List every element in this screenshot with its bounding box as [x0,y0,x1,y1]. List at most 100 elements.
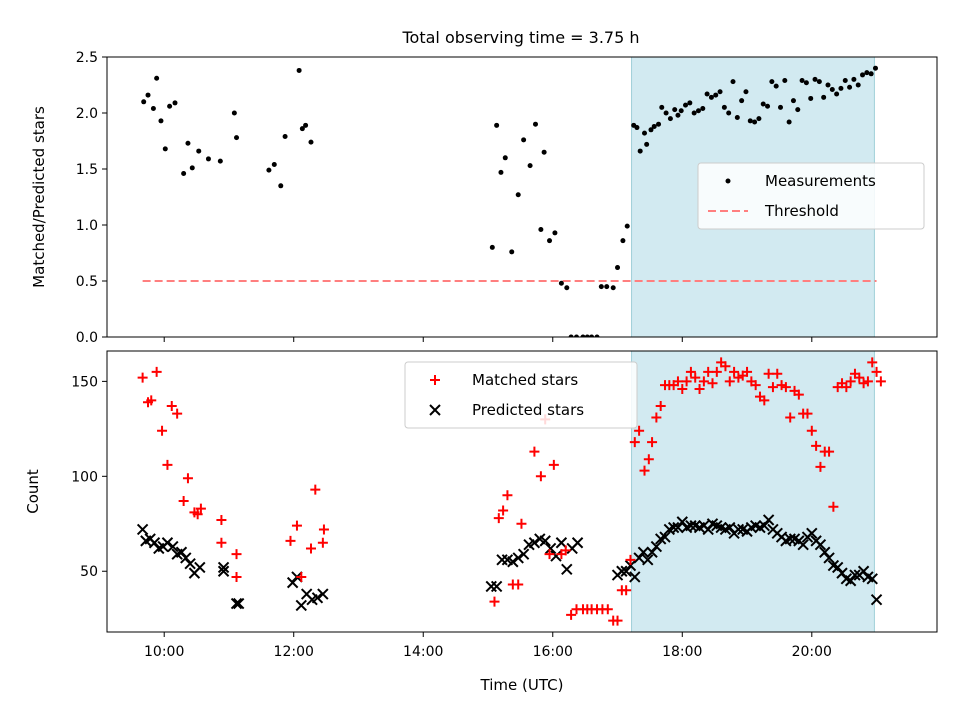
matched-marker [720,361,731,372]
y-tick-label: 50 [80,564,98,580]
measurement-point [489,244,495,250]
matched-marker [216,537,227,548]
matched-marker [854,372,865,383]
predicted-marker [217,561,230,574]
measurement-point [598,284,604,290]
measurement-point [855,82,861,88]
measurement-point [637,148,643,154]
measurement-point [834,91,840,97]
measurement-point [308,139,314,145]
measurement-point [872,65,878,71]
matched-marker [698,376,709,387]
y-axis-label: Count [24,469,42,514]
predicted-marker [317,588,329,600]
measurement-point [760,101,766,107]
predicted-marker [849,569,861,581]
measurement-point [786,119,792,125]
predicted-marker [667,521,680,534]
measurement-point [675,112,681,118]
y-tick-label: 100 [71,469,98,485]
matched-marker [811,440,822,451]
measurement-point [172,100,178,106]
measurement-point [644,141,650,147]
x-tick-label: 14:00 [403,644,443,660]
measurement-point [547,238,553,244]
measurement-point [851,76,857,82]
predicted-marker [659,531,671,543]
legend-threshold-label: Threshold [764,202,839,220]
measurement-point [185,140,191,146]
measurement-point [167,103,173,109]
measurement-point [604,284,610,290]
predicted-marker [685,519,697,532]
measurement-point [150,106,156,112]
chart-title: Total observing time = 3.75 h [401,28,639,47]
measurement-point [812,76,818,82]
measurement-point [568,334,574,337]
predicted-marker [650,540,663,553]
predicted-marker [732,523,745,536]
matched-marker [647,437,658,448]
matched-marker [317,537,328,548]
x-tick-label: 18:00 [662,644,702,660]
matched-marker [231,571,242,582]
legend-box [404,361,638,429]
y-tick-label: 1.5 [76,162,98,178]
legend-measurements-label: Measurements [765,172,876,190]
legend-matched-label: Matched stars [472,371,578,389]
predicted-marker [496,554,508,566]
predicted-marker [629,571,641,583]
predicted-marker [823,552,835,564]
plot-area [141,65,878,337]
matched-marker [828,501,839,512]
measurement-point [515,192,521,198]
measurement-point [145,92,151,98]
matched-marker [802,408,813,419]
matched-marker [548,459,559,470]
matched-marker [502,490,513,501]
measurement-point [695,108,701,114]
predicted-marker [616,565,628,577]
measurement-point [672,107,678,113]
predicted-marker [167,540,179,553]
matched-marker [767,382,778,393]
predicted-marker [184,557,196,570]
y-tick-label: 2.0 [76,106,98,122]
x-tick-label: 16:00 [533,644,573,660]
measurement-point [717,89,723,95]
matched-marker [489,596,500,607]
top-axes: 0.0 0.5 1.0 1.5 2.0 2.5 Matched/Predicted star… [30,50,938,346]
measurement-point [708,94,714,100]
legend-box [697,162,925,230]
matched-marker [498,505,509,516]
measurement-point [838,85,844,91]
x-tick-label: 20:00 [792,644,832,660]
measurement-point [594,334,600,337]
measurement-point [821,94,827,100]
predicted-marker [637,546,650,558]
axes-frame [106,350,938,633]
predicted-marker [490,580,503,593]
y-tick-label: 0.5 [76,274,98,290]
measurement-point [825,82,831,88]
measurement-point [217,158,223,164]
matched-marker [162,459,173,470]
matched-marker [216,514,227,525]
measurement-point [158,118,164,124]
measurement-point [765,103,771,109]
measurement-point [494,122,500,128]
matched-marker [137,372,148,383]
measurement-point [667,116,673,122]
matched-marker [612,615,623,626]
matched-marker [291,520,302,531]
measurement-point [181,170,187,176]
measurement-point [498,169,504,175]
matched-marker [535,471,546,482]
predicted-marker [311,592,324,604]
measurement-point [296,67,302,73]
measurement-point [734,114,740,120]
matched-marker [195,503,206,514]
axes-frame [106,56,938,338]
matched-marker [793,389,804,400]
measurement-point [678,108,684,114]
